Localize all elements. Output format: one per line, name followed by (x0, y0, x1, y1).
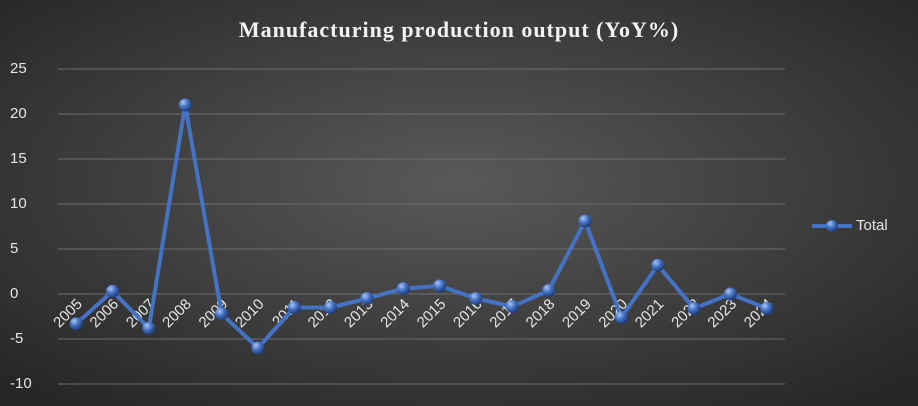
y-tick-label: -10 (10, 375, 32, 392)
marker (614, 310, 628, 324)
marker (505, 300, 519, 314)
marker (651, 258, 665, 272)
y-tick-label: -5 (10, 330, 23, 347)
marker (69, 317, 83, 331)
marker (469, 292, 483, 305)
marker (578, 214, 592, 228)
marker (142, 321, 156, 335)
y-tick-label: 10 (10, 195, 27, 212)
line (74, 103, 768, 350)
marker (106, 284, 120, 298)
marker (287, 301, 301, 314)
marker (324, 301, 338, 314)
chart-title: Manufacturing production output (YoY%) (239, 17, 679, 42)
marker (542, 283, 556, 297)
y-tick-label: 20 (10, 105, 27, 122)
marker (215, 307, 229, 321)
legend-label: Total (856, 217, 888, 234)
y-tick-label: 15 (10, 150, 27, 167)
marker (760, 301, 774, 315)
marker (178, 98, 192, 112)
marker (687, 301, 701, 315)
marker (360, 292, 374, 305)
marker (396, 282, 410, 296)
marker (433, 279, 447, 293)
y-tick-label: 5 (10, 240, 18, 257)
y-tick-label: 0 (10, 285, 18, 302)
marker (251, 341, 265, 355)
marker (723, 287, 737, 301)
legend-marker (826, 220, 838, 232)
y-tick-label: 25 (10, 60, 27, 77)
